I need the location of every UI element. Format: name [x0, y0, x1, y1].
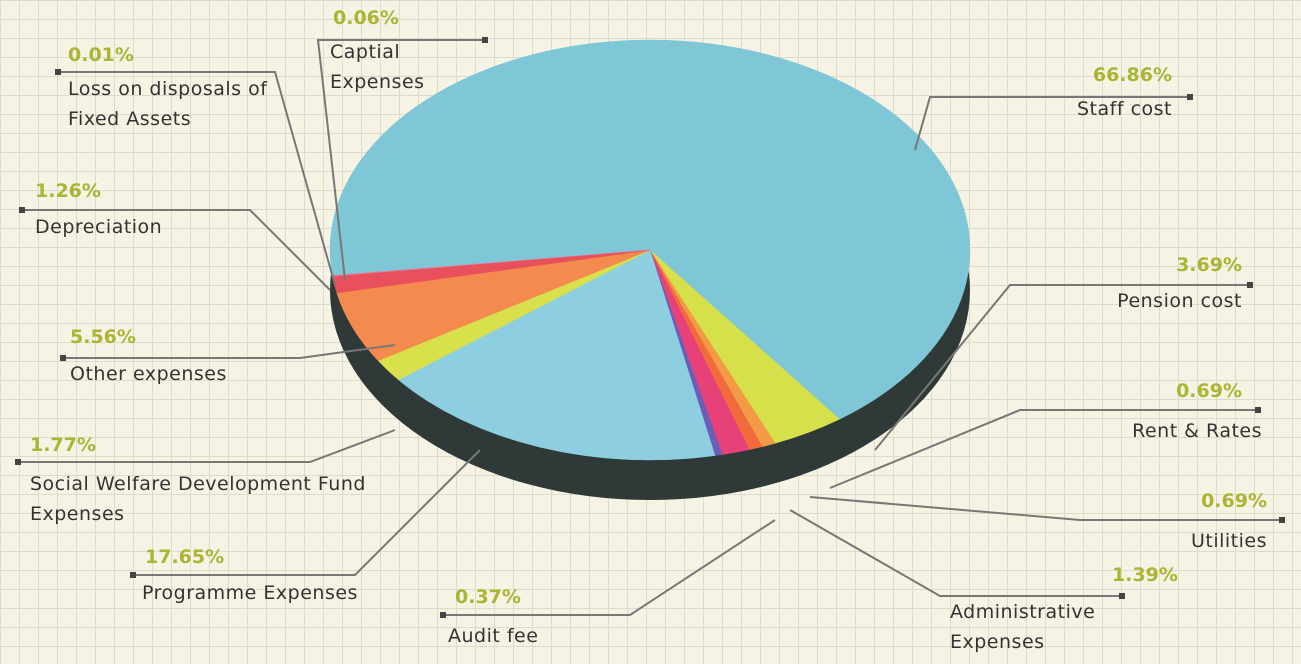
value-label: 0.69% [1201, 490, 1267, 512]
value-label: 0.01% [68, 44, 134, 66]
category-label: Utilities [1190, 530, 1267, 552]
leader-line [809, 496, 1282, 521]
category-label: Rent & Rates [1132, 420, 1262, 442]
value-label: 66.86% [1092, 64, 1172, 86]
category-label: Social Welfare Development Fund Expenses [30, 473, 366, 525]
leader-dot [1247, 282, 1253, 288]
category-label: Pension cost [1117, 290, 1242, 312]
category-label: Other expenses [70, 363, 227, 385]
value-label: 17.65% [145, 546, 225, 568]
leader-dot [130, 572, 136, 578]
category-label: Staff cost [1077, 98, 1172, 120]
leader-line [914, 96, 1190, 151]
value-label: 1.26% [35, 180, 101, 202]
leader-dot [440, 612, 446, 618]
category-label: Administrative Expenses [950, 601, 1096, 653]
leader-line [443, 519, 776, 616]
leader-dot [1187, 94, 1193, 100]
leader-dot [482, 37, 488, 43]
leader-line [63, 344, 396, 359]
leader-line [789, 509, 1122, 597]
category-label: Depreciation [35, 216, 163, 238]
leader-line [316, 39, 485, 281]
value-label: 0.37% [455, 586, 521, 608]
leader-dot [1119, 593, 1125, 599]
value-label: 1.39% [1112, 564, 1178, 586]
leader-dot [19, 207, 25, 213]
value-label: 0.06% [333, 7, 399, 29]
leader-dot [60, 355, 66, 361]
category-label: Captial Expenses [330, 41, 425, 93]
pie-slice [329, 39, 971, 420]
leader-line [829, 409, 1258, 489]
value-label: 5.56% [70, 326, 136, 348]
leader-dot [55, 69, 61, 75]
value-label: 1.77% [30, 434, 96, 456]
value-label: 0.69% [1176, 380, 1242, 402]
category-label: Loss on disposals of Fixed Assets [68, 78, 268, 130]
category-label: Programme Expenses [142, 582, 358, 604]
category-label: Audit fee [448, 625, 539, 647]
leader-line [18, 429, 396, 463]
leader-dot [1279, 517, 1285, 523]
leader-line [874, 284, 1250, 451]
leader-dot [15, 459, 21, 465]
leader-line [58, 71, 336, 286]
leader-line [22, 209, 331, 291]
leader-dot [1255, 407, 1261, 413]
leader-line [133, 449, 481, 576]
pie-slice [397, 249, 716, 461]
value-label: 3.69% [1176, 254, 1242, 276]
